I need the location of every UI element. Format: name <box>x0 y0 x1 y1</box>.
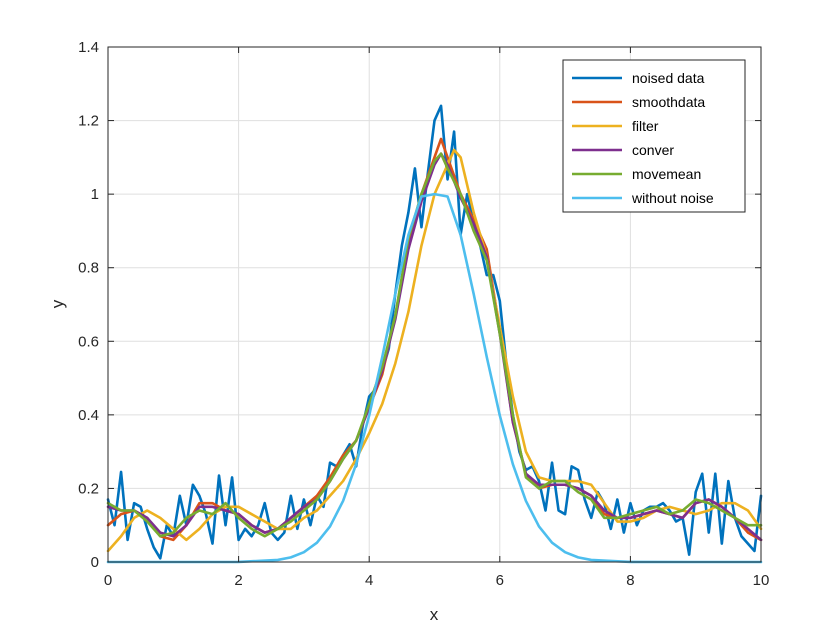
legend-label-smoothdata: smoothdata <box>632 94 705 110</box>
x-axis-tick-labels: 0 2 4 6 8 10 <box>104 572 770 589</box>
legend-label-conver: conver <box>632 142 674 158</box>
axis-ticks <box>107 46 762 563</box>
y-tick-label: 0.8 <box>78 260 99 277</box>
x-axis-label: x <box>430 605 439 624</box>
series-line-filter <box>106 148 763 553</box>
legend-label-noised-data: noised data <box>632 70 705 86</box>
series-line-movemean <box>106 152 763 538</box>
y-tick-label: 1.4 <box>78 39 99 56</box>
y-tick-label: 0.6 <box>78 333 99 350</box>
legend: noised data smoothdata filter conver movemea… <box>562 59 746 213</box>
x-tick-label: 4 <box>365 572 373 589</box>
y-axis-tick-labels: 0 0.2 0.4 0.6 0.8 1 1.2 1.4 <box>78 39 99 571</box>
y-tick-label: 1 <box>91 186 99 203</box>
x-tick-label: 10 <box>753 572 770 589</box>
y-tick-label: 0 <box>91 554 99 571</box>
legend-label-movemean: movemean <box>632 166 701 182</box>
series-lines <box>106 104 763 564</box>
y-tick-label: 1.2 <box>78 113 99 130</box>
legend-entries: noised data smoothdata filter conver movemea… <box>572 70 714 206</box>
legend-label-filter: filter <box>632 118 659 134</box>
y-tick-label: 0.2 <box>78 480 99 497</box>
y-tick-label: 0.4 <box>78 407 99 424</box>
x-tick-label: 6 <box>496 572 504 589</box>
series-line-without-noise <box>106 192 763 564</box>
x-tick-label: 0 <box>104 572 112 589</box>
x-tick-label: 8 <box>626 572 634 589</box>
axes-box <box>107 46 762 563</box>
legend-box <box>562 59 746 213</box>
y-axis-label: y <box>48 299 67 308</box>
legend-label-without-noise: without noise <box>631 190 714 206</box>
x-tick-label: 2 <box>234 572 242 589</box>
